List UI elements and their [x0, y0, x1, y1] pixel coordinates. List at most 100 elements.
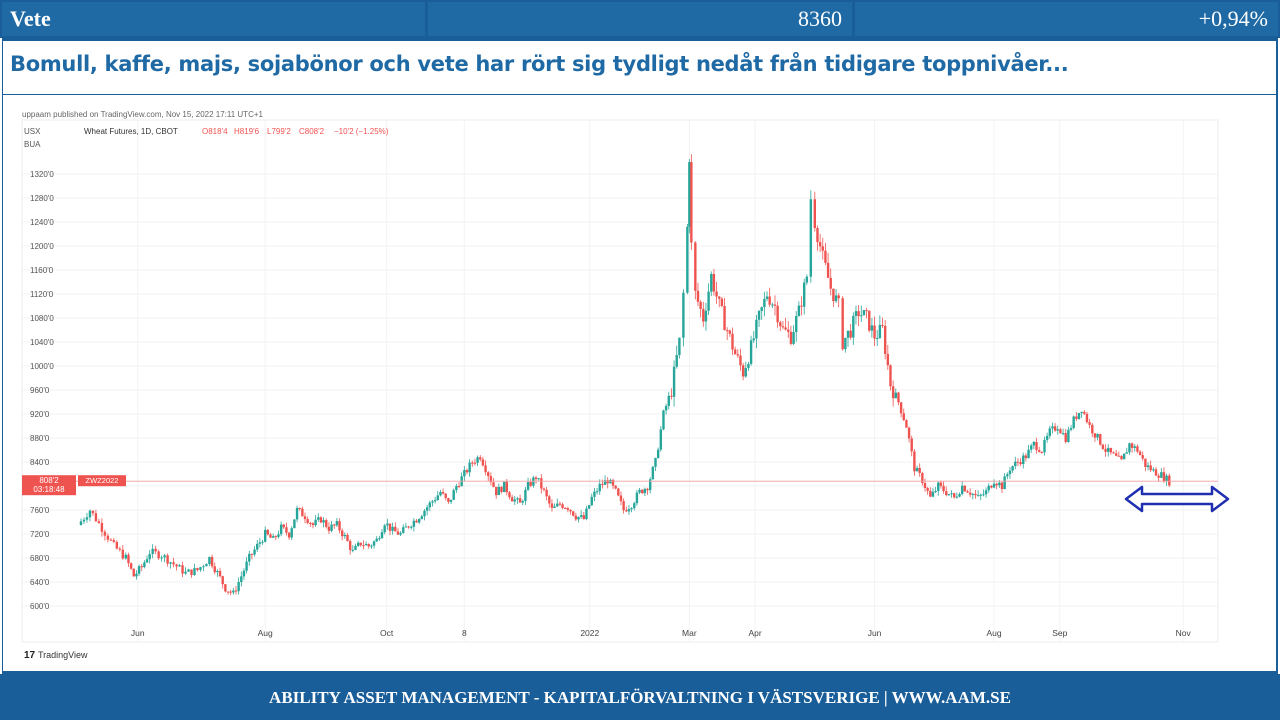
- candle: [1109, 447, 1113, 455]
- candle: [224, 583, 227, 593]
- candle: [889, 364, 892, 391]
- y-tick-label: 1040'0: [30, 338, 54, 347]
- candle: [157, 549, 160, 561]
- candle: [950, 490, 953, 498]
- candle: [942, 481, 945, 494]
- candle: [566, 506, 570, 513]
- candle: [556, 498, 559, 508]
- x-tick-label: Apr: [748, 628, 761, 638]
- candle: [779, 320, 782, 332]
- candle: [121, 545, 125, 560]
- candle: [553, 503, 556, 509]
- candle: [569, 509, 572, 515]
- candle: [1040, 451, 1044, 454]
- candle: [1136, 444, 1139, 454]
- candle: [929, 487, 932, 498]
- candle: [263, 526, 267, 543]
- candle: [473, 458, 477, 466]
- candle: [1006, 472, 1009, 480]
- candle: [582, 511, 586, 520]
- candle: [1061, 428, 1065, 436]
- headline-divider: [3, 94, 1276, 95]
- candle: [710, 271, 713, 297]
- candle: [492, 477, 495, 488]
- candle: [723, 298, 726, 331]
- candle: [145, 555, 149, 564]
- candle: [966, 489, 969, 493]
- legend-high: H819'6: [234, 127, 260, 136]
- candle: [1080, 411, 1083, 418]
- candle: [715, 282, 718, 304]
- candle: [137, 564, 141, 576]
- candle: [818, 233, 822, 253]
- candle: [797, 301, 801, 317]
- candle: [1027, 445, 1030, 459]
- candle: [854, 305, 858, 325]
- candle: [1043, 436, 1046, 456]
- candle: [245, 556, 248, 574]
- y-tick-label: 1320'0: [30, 170, 54, 179]
- candle: [905, 419, 908, 428]
- candle: [510, 494, 514, 502]
- candle: [85, 512, 89, 523]
- candle: [611, 478, 615, 489]
- candle: [907, 426, 911, 443]
- candle: [412, 518, 416, 532]
- symbol-tag-text: ZWZ2022: [86, 476, 119, 485]
- candle: [1008, 467, 1012, 479]
- candle: [837, 293, 840, 308]
- candle: [311, 522, 315, 529]
- candle: [876, 329, 879, 346]
- candle: [865, 307, 868, 319]
- y-axis: 600'0640'0680'0720'0760'0800'0840'0880'0…: [30, 170, 54, 611]
- candle: [688, 159, 691, 234]
- candle: [857, 305, 860, 327]
- candle: [1035, 437, 1038, 454]
- candle: [579, 510, 583, 519]
- candle: [593, 487, 596, 502]
- candle: [829, 268, 832, 296]
- candle: [1051, 422, 1054, 434]
- candle: [160, 555, 163, 562]
- candle: [1000, 481, 1004, 494]
- x-tick-label: Oct: [380, 628, 394, 638]
- candle: [505, 478, 509, 496]
- y-tick-label: 1280'0: [30, 194, 54, 203]
- candle: [351, 545, 355, 553]
- candle: [664, 403, 668, 415]
- candle: [696, 282, 700, 307]
- y-tick-label: 1240'0: [30, 218, 54, 227]
- candle: [860, 305, 863, 323]
- candle: [784, 317, 787, 331]
- candle: [94, 509, 98, 523]
- candle: [1101, 443, 1105, 450]
- candle: [476, 455, 479, 466]
- candle: [1162, 467, 1166, 483]
- candle: [346, 533, 349, 542]
- candle: [163, 553, 166, 563]
- candle: [532, 475, 535, 488]
- candle: [354, 543, 357, 551]
- candle: [502, 481, 506, 493]
- candle: [172, 557, 175, 568]
- candle: [923, 478, 927, 492]
- candle: [651, 465, 655, 480]
- candle: [187, 568, 190, 572]
- candle: [394, 522, 397, 532]
- candle: [1152, 467, 1155, 472]
- candle: [500, 485, 503, 494]
- candle: [561, 502, 564, 510]
- candle: [606, 477, 609, 489]
- candle: [106, 533, 110, 543]
- candle: [809, 190, 813, 283]
- candle: [1149, 460, 1152, 473]
- candle: [558, 501, 562, 507]
- candle: [124, 552, 127, 560]
- candle: [388, 523, 392, 536]
- candle: [984, 487, 988, 498]
- candle: [468, 459, 471, 477]
- candle: [603, 475, 607, 485]
- candle: [953, 492, 956, 499]
- candle: [303, 512, 307, 524]
- wheat-futures-chart: 600'0640'0680'0720'0760'0800'0840'0880'0…: [21, 110, 1230, 661]
